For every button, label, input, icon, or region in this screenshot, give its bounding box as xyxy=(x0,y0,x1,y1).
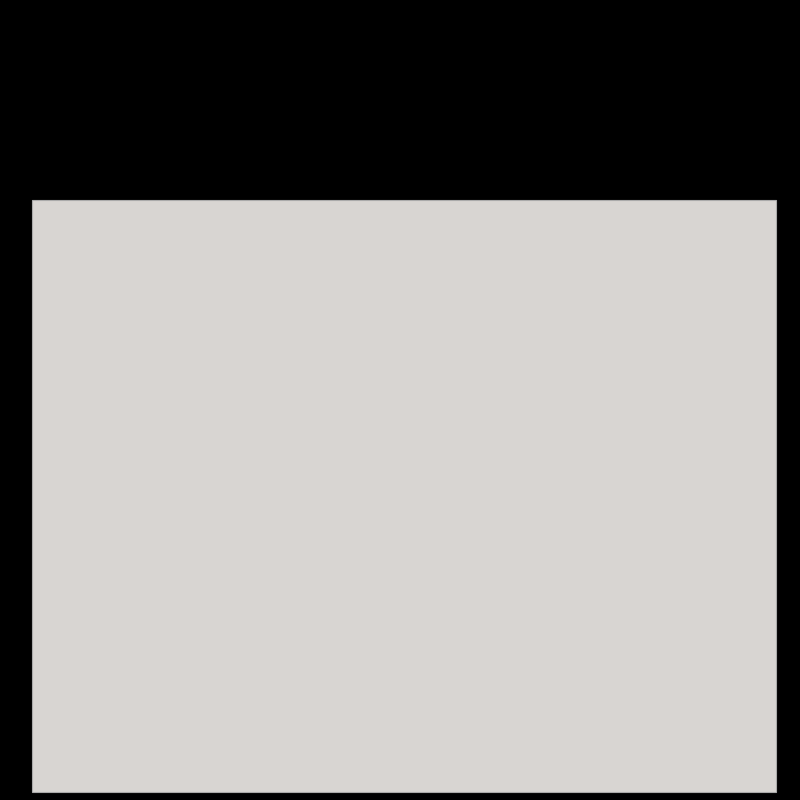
Text: 14 cm: 14 cm xyxy=(362,371,410,386)
Text: 4 cm: 4 cm xyxy=(185,435,222,450)
Text: cm²: cm² xyxy=(335,708,365,723)
FancyBboxPatch shape xyxy=(201,694,325,738)
Text: Perimeter:: Perimeter: xyxy=(116,638,196,653)
Text: 6 cm: 6 cm xyxy=(411,497,449,512)
Text: Find the perimeter and area of the following using π = 3.14: Find the perimeter and area of the follo… xyxy=(114,218,593,234)
Text: Area:: Area: xyxy=(116,708,156,723)
Text: cm: cm xyxy=(335,638,358,653)
FancyBboxPatch shape xyxy=(201,622,325,667)
